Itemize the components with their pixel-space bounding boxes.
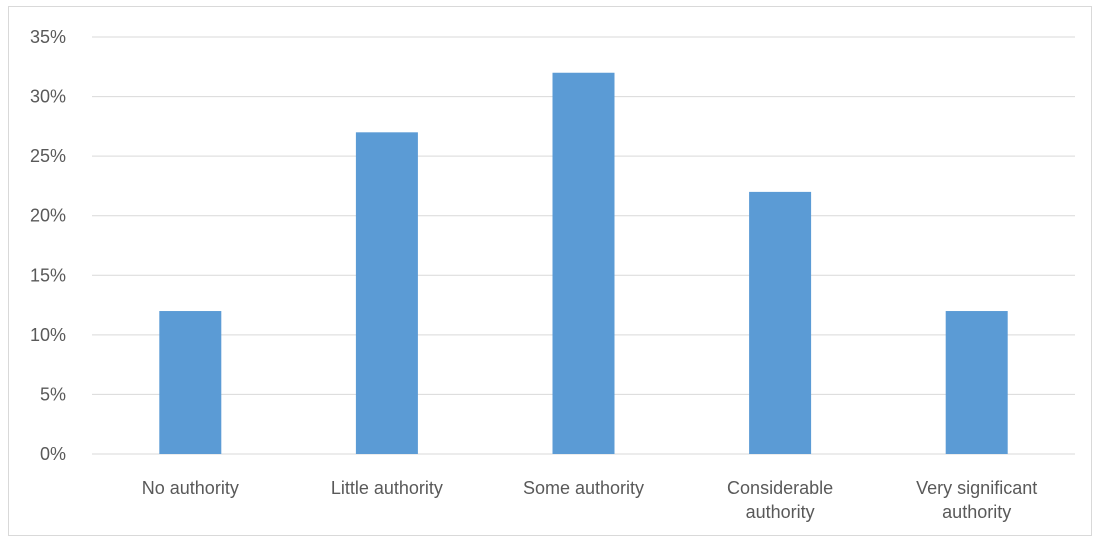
bar-4 <box>945 311 1008 454</box>
bar-2 <box>552 72 615 454</box>
y-tick-label-1: 5% <box>40 384 66 404</box>
x-tick-label-4-line-1: authority <box>942 502 1011 522</box>
x-tick-label-1: Little authority <box>331 478 443 498</box>
bar-3 <box>749 191 812 454</box>
x-tick-label-2-line-0: Some authority <box>523 478 644 498</box>
y-tick-label-7: 35% <box>30 27 66 47</box>
x-tick-label-2: Some authority <box>523 478 644 498</box>
x-tick-label-4-line-0: Very significant <box>916 478 1037 498</box>
y-tick-label-6: 30% <box>30 87 66 107</box>
x-tick-label-0: No authority <box>142 478 239 498</box>
y-tick-label-3: 15% <box>30 265 66 285</box>
x-tick-label-3: Considerable authority <box>727 478 833 522</box>
x-tick-label-3-line-1: authority <box>746 502 815 522</box>
x-tick-label-1-line-0: Little authority <box>331 478 443 498</box>
bar-0 <box>159 311 222 454</box>
y-tick-label-4: 20% <box>30 206 66 226</box>
y-tick-label-5: 25% <box>30 146 66 166</box>
bar-1 <box>355 132 418 455</box>
y-tick-label-0: 0% <box>40 444 66 464</box>
x-tick-label-3-line-0: Considerable <box>727 478 833 498</box>
y-tick-label-2: 10% <box>30 325 66 345</box>
x-tick-label-0-line-0: No authority <box>142 478 239 498</box>
x-tick-label-4: Very significant authority <box>916 478 1037 522</box>
